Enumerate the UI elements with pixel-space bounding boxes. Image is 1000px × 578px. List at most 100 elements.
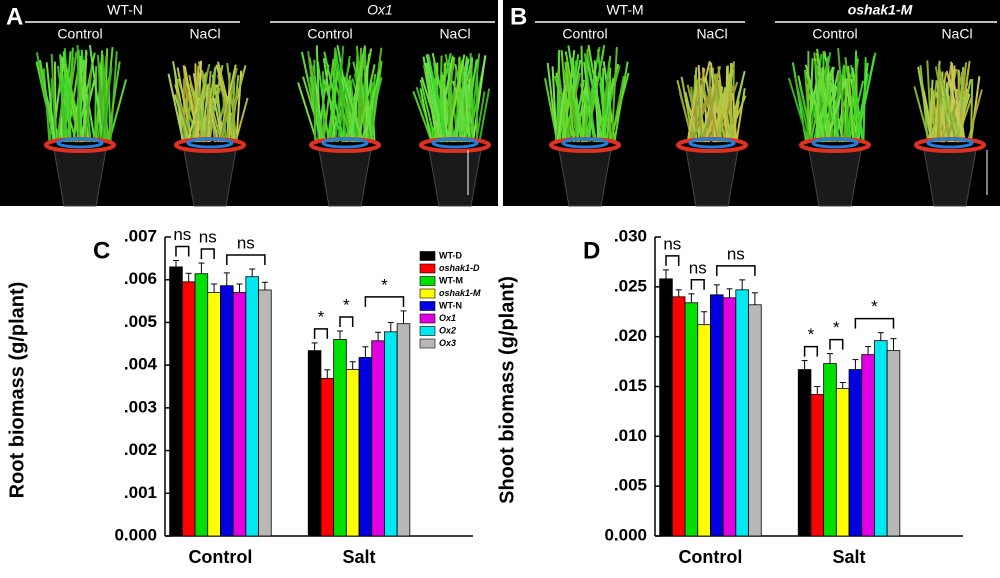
legend-label: oshak1-D [439, 263, 480, 273]
charts: C Root biomass (g/plant) 0.000 .001 .002 .003… [6, 225, 963, 567]
leaf [427, 54, 448, 143]
significance-bracket [829, 338, 844, 350]
y-tick-label: .003 [124, 397, 157, 416]
panel-label: C [93, 237, 110, 264]
significance-bracket [364, 296, 405, 307]
y-tick-label: .006 [124, 269, 157, 288]
leaf [67, 47, 74, 143]
leaf [937, 70, 941, 143]
leaf [556, 84, 566, 143]
leaf [412, 90, 433, 143]
bar [245, 276, 259, 537]
bar [861, 354, 875, 537]
group-label: Ox1 [367, 2, 393, 18]
legend-label: Ox1 [439, 313, 456, 323]
leaf [581, 46, 601, 143]
leaf [946, 71, 964, 143]
significance-label: ns [727, 244, 745, 263]
bar [358, 357, 373, 537]
leaf [297, 82, 318, 143]
y-tick-label: .005 [124, 312, 157, 331]
leaf [191, 72, 208, 143]
leaf [106, 61, 121, 143]
significance-bracket [313, 328, 329, 339]
bar [220, 285, 234, 537]
pot-ring-inner [688, 137, 736, 149]
leaf [309, 76, 324, 143]
leaf [804, 64, 826, 143]
leaf [56, 65, 70, 143]
significance-label: ns [663, 234, 681, 253]
leaf [808, 58, 814, 143]
y-tick-label: .030 [614, 226, 647, 245]
bar [835, 388, 850, 537]
leaf [82, 49, 88, 143]
leaf [322, 58, 335, 143]
bar [797, 369, 812, 537]
leaf [735, 88, 746, 143]
photo-panels: A WT-N Control NaCl Ox1 Control NaCl B W… [0, 0, 1000, 207]
bar [384, 331, 398, 537]
leaf [204, 70, 212, 143]
pot-ring-inner [811, 137, 859, 149]
bar [232, 292, 247, 537]
leaf [702, 65, 722, 143]
legend-swatch [419, 338, 436, 349]
leaf [100, 67, 113, 143]
leaf [96, 55, 108, 143]
leaf [183, 66, 200, 143]
leaf [451, 80, 472, 143]
significance-bracket [690, 279, 705, 290]
x-tick-label: Control [678, 547, 742, 567]
leaf [551, 66, 558, 143]
group-label: WT-N [107, 2, 143, 18]
bar [671, 296, 686, 537]
bar [345, 369, 360, 537]
leaf [225, 92, 239, 143]
significance-label: * [318, 307, 325, 326]
bar [697, 324, 711, 537]
condition-label: Control [307, 26, 352, 42]
leaf [76, 45, 81, 143]
condition-label: NaCl [696, 26, 727, 42]
significance-label: * [343, 295, 350, 314]
bar [886, 350, 901, 537]
leaf [63, 83, 72, 143]
bar [258, 289, 272, 537]
leaf [593, 73, 603, 143]
leaf [334, 47, 352, 143]
legend-swatch [419, 263, 436, 274]
leaf [419, 88, 433, 143]
bar [684, 302, 699, 537]
significance-label: ns [173, 225, 191, 244]
leaf [970, 79, 974, 143]
leaf [610, 46, 618, 143]
condition-label: Control [562, 26, 607, 42]
y-tick-label: .020 [614, 326, 647, 345]
leaf [837, 47, 847, 143]
leaf [176, 67, 193, 143]
pot-ring-inner [561, 137, 609, 149]
leaf [564, 51, 584, 143]
bar [722, 297, 737, 537]
condition-label: NaCl [941, 26, 972, 42]
y-tick-label: .002 [124, 440, 157, 459]
bar [371, 340, 385, 537]
leaf [600, 77, 615, 143]
panel-label: A [6, 3, 23, 30]
panel-label: B [510, 3, 527, 30]
significance-bracket [854, 317, 895, 329]
bar [810, 394, 825, 537]
bar [396, 323, 411, 537]
x-tick-label: Salt [343, 547, 376, 567]
bar [735, 289, 749, 537]
significance-label: ns [237, 234, 255, 253]
leaf [218, 68, 235, 143]
bar [874, 340, 888, 537]
legend-label: Ox2 [439, 325, 456, 335]
y-tick-label: .004 [124, 355, 158, 374]
leaf [39, 59, 56, 143]
significance-label: ns [199, 228, 217, 247]
leaf [599, 60, 611, 143]
